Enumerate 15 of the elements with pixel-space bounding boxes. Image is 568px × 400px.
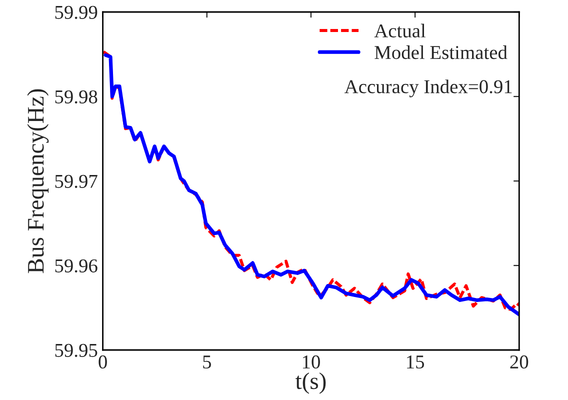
y-tick-label: 59.97 [55,174,98,188]
annotation: Accuracy Index=0.91 [344,80,512,98]
y-tick-label: 59.95 [55,344,98,358]
x-tick-label: 20 [510,355,528,369]
x-tick-label: 5 [203,356,211,369]
x-tick-label: 15 [407,356,424,369]
y-tick-label: 59.99 [55,6,98,20]
y-axis-title: Bus Frequency(Hz) [27,89,49,274]
x-tick-label: 10 [302,355,320,369]
x-tick-label: 0 [98,355,107,369]
legend-label: Model Estimated [374,45,508,60]
x-axis-title: t(s) [295,372,326,394]
y-tick-label: 59.96 [55,259,98,273]
y-tick-label: 59.98 [55,90,98,104]
legend-label: Actual [374,24,426,38]
